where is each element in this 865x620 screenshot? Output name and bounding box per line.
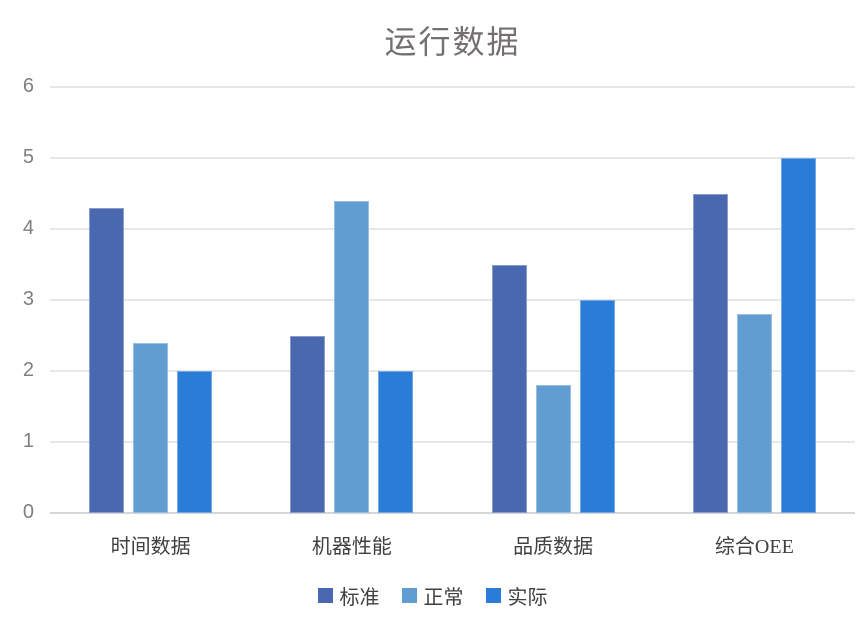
y-tick-label: 1 <box>22 430 34 452</box>
legend-label: 正常 <box>423 587 464 609</box>
legend-item-实际: 实际 <box>485 581 548 610</box>
gridline <box>50 299 855 301</box>
bar-实际-综合OEE <box>780 158 816 513</box>
gridline <box>50 228 855 230</box>
bar-标准-时间数据 <box>89 207 125 513</box>
legend: 标准 正常 实际 <box>0 581 865 610</box>
legend-item-标准: 标准 <box>317 581 380 610</box>
bar-实际-品质数据 <box>579 300 615 513</box>
legend-label: 标准 <box>339 587 380 609</box>
y-tick-label: 5 <box>22 146 34 168</box>
bar-标准-品质数据 <box>491 264 527 513</box>
legend-swatch-icon <box>485 588 501 603</box>
bar-标准-综合OEE <box>692 193 728 513</box>
legend-item-正常: 正常 <box>401 581 464 610</box>
x-category-label: 品质数据 <box>513 536 594 558</box>
x-axis-line <box>50 512 855 514</box>
y-tick-label: 2 <box>22 359 34 381</box>
bar-实际-时间数据 <box>177 371 213 513</box>
x-category-label: 时间数据 <box>110 536 191 558</box>
gridline <box>50 86 855 88</box>
bar-正常-时间数据 <box>133 342 169 513</box>
bar-正常-品质数据 <box>535 385 571 513</box>
legend-swatch-icon <box>317 588 333 603</box>
bar-标准-机器性能 <box>290 335 326 513</box>
bar-正常-机器性能 <box>334 200 370 513</box>
bar-正常-综合OEE <box>736 314 772 513</box>
x-category-label: 综合OEE <box>714 536 794 558</box>
chart-title: 运行数据 <box>384 24 521 60</box>
y-tick-label: 4 <box>22 217 34 239</box>
y-tick-label: 0 <box>22 501 34 523</box>
bar-实际-机器性能 <box>378 371 414 513</box>
legend-label: 实际 <box>507 587 548 609</box>
y-tick-label: 6 <box>22 75 34 97</box>
gridline <box>50 370 855 372</box>
legend-swatch-icon <box>401 588 417 603</box>
x-category-label: 机器性能 <box>311 536 392 558</box>
gridline <box>50 441 855 443</box>
gridline <box>50 157 855 159</box>
y-tick-label: 3 <box>22 288 34 310</box>
